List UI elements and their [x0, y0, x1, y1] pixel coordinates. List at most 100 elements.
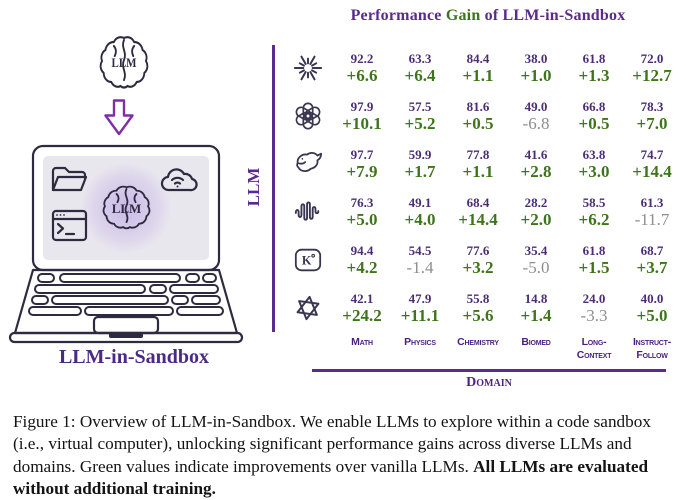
gain-value: +24.2 [342, 306, 382, 325]
gain-value: +3.2 [462, 258, 494, 277]
table-cell: 61.3 -11.7 [635, 196, 670, 228]
table-cell: 97.9 +10.1 [342, 100, 381, 132]
column-header-physics: Physics [404, 336, 436, 348]
starburst-icon [293, 53, 323, 83]
cloud-wifi-icon [160, 168, 198, 192]
table-cell: 68.4 +14.4 [458, 196, 497, 228]
gain-value: -5.0 [522, 258, 550, 277]
score-value: 77.8 [466, 147, 490, 162]
table-cell: 72.0 +12.7 [632, 52, 671, 84]
score-value: 81.6 [466, 99, 490, 114]
score-value: 59.9 [408, 147, 432, 162]
score-value: 35.4 [524, 243, 548, 258]
column-header-biomed: Biomed [521, 336, 551, 348]
score-value: 57.5 [408, 99, 432, 114]
gain-value: +14.4 [632, 162, 672, 181]
gain-value: +1.0 [520, 66, 552, 85]
table-cell: 42.1 +24.2 [342, 292, 381, 324]
folder-icon [51, 166, 88, 192]
table-cell: 92.2 +6.6 [347, 52, 378, 84]
sandbox-brain-label: LLM [112, 201, 142, 216]
table-cell: 81.6 +0.5 [463, 100, 494, 132]
laptop-trackpad [92, 315, 160, 335]
table-cell: 58.5 +6.2 [579, 196, 610, 228]
table-cell: 61.8 +1.5 [579, 244, 610, 276]
table-cell: 63.3 +6.4 [405, 52, 436, 84]
score-value: 66.8 [582, 99, 606, 114]
score-value: 49.0 [524, 99, 548, 114]
gain-value: +10.1 [342, 114, 382, 133]
score-value: 84.4 [466, 51, 490, 66]
table-cell: 55.8 +5.6 [463, 292, 494, 324]
gain-value: -6.8 [522, 114, 550, 133]
figure-caption-bold: All LLMs are evaluated without additiona… [13, 456, 649, 499]
table-cell: 76.3 +5.0 [347, 196, 378, 228]
score-value: 92.2 [350, 51, 374, 66]
gain-value: +7.9 [346, 162, 378, 181]
gain-value: +6.6 [346, 66, 378, 85]
openai-icon [293, 101, 323, 131]
score-value: 68.7 [640, 243, 664, 258]
table-cell: 49.1 +4.0 [405, 196, 436, 228]
table-cell: 35.4 -5.0 [523, 244, 550, 276]
table-cell: 97.7 +7.9 [347, 148, 378, 180]
terminal-icon [51, 209, 88, 242]
table-cell: 28.2 +2.0 [521, 196, 552, 228]
gain-value: +1.5 [578, 258, 610, 277]
column-header-chemistry: Chemistry [457, 336, 499, 348]
score-value: 76.3 [350, 195, 374, 210]
table-cell: 40.0 +5.0 [637, 292, 668, 324]
table-cell: 77.6 +3.2 [463, 244, 494, 276]
knot-icon [293, 293, 323, 323]
gain-value: +12.7 [632, 66, 672, 85]
chart-title: Performance Gain of LLM-in-Sandbox [288, 7, 686, 25]
gain-value: +6.4 [404, 66, 436, 85]
gain-value: +4.0 [404, 210, 436, 229]
table-cell: 38.0 +1.0 [521, 52, 552, 84]
score-value: 74.7 [640, 147, 664, 162]
score-value: 61.8 [582, 51, 606, 66]
table-cell: 24.0 -3.3 [581, 292, 608, 324]
table-cell: 84.4 +1.1 [463, 52, 494, 84]
table-cell: 66.8 +0.5 [579, 100, 610, 132]
score-value: 78.3 [640, 99, 664, 114]
sandbox-caption: LLM-in-Sandbox [58, 346, 210, 368]
score-value: 94.4 [350, 243, 374, 258]
gain-value: +5.0 [346, 210, 378, 229]
score-value: 68.4 [466, 195, 490, 210]
table-cell: 49.0 -6.8 [523, 100, 550, 132]
gain-value: +5.6 [462, 306, 494, 325]
score-value: 97.9 [350, 99, 374, 114]
y-axis-line [272, 45, 275, 332]
chart-title-rest: of LLM-in-Sandbox [484, 7, 626, 24]
gain-value: +1.1 [462, 66, 494, 85]
table-cell: 68.7 +3.7 [637, 244, 668, 276]
gain-value: +5.0 [636, 306, 668, 325]
down-arrow-icon [104, 99, 134, 136]
table-cell: 63.8 +3.0 [579, 148, 610, 180]
column-header-math: Math [351, 336, 373, 348]
gain-value: +0.5 [578, 114, 610, 133]
laptop-sandbox-illustration: LLM [8, 144, 244, 344]
gain-value: +3.0 [578, 162, 610, 181]
table-cell: 14.8 +1.4 [521, 292, 552, 324]
score-value: 55.8 [466, 291, 490, 306]
gain-value: +5.2 [404, 114, 436, 133]
brain-llm-icon: LLM [97, 34, 151, 92]
chart-title-gain: Gain [445, 7, 481, 24]
table-cell: 47.9 +11.1 [401, 292, 440, 324]
score-value: 54.5 [408, 243, 432, 258]
table-cell: 94.4 +4.2 [347, 244, 378, 276]
gain-value: +6.2 [578, 210, 610, 229]
gain-value: +7.0 [636, 114, 668, 133]
table-cell: 57.5 +5.2 [405, 100, 436, 132]
score-value: 58.5 [582, 195, 606, 210]
score-value: 77.6 [466, 243, 490, 258]
gain-value: -1.4 [406, 258, 434, 277]
score-value: 61.3 [640, 195, 664, 210]
score-value: 40.0 [640, 291, 664, 306]
gain-value: +1.1 [462, 162, 494, 181]
gain-value: +3.7 [636, 258, 668, 277]
score-value: 24.0 [582, 291, 606, 306]
